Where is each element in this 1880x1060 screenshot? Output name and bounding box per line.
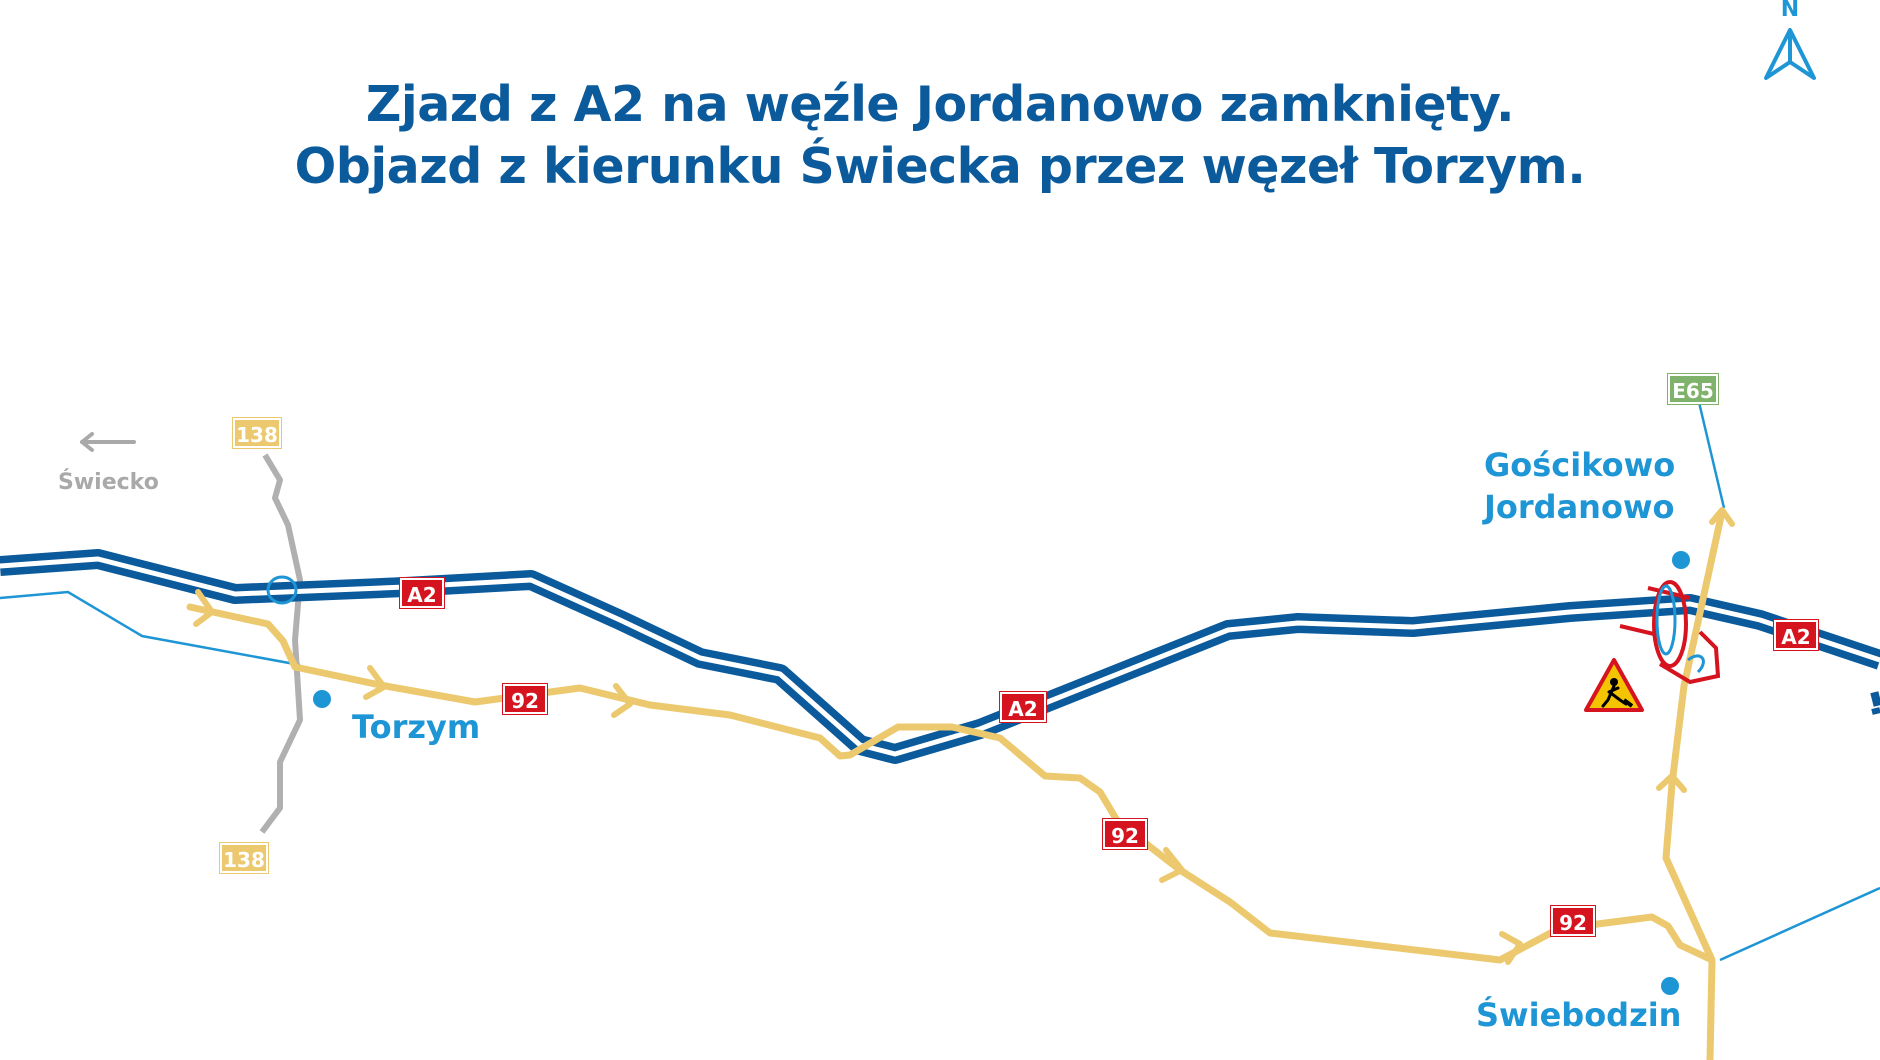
place-label-swiecko: Świecko [58, 470, 159, 495]
local-road-e65 [1696, 397, 1726, 509]
torzym-junction [266, 575, 298, 605]
arrow-left-icon [80, 432, 136, 452]
motorway-a2 [0, 549, 1880, 764]
road-badge-e65: E65 [1667, 373, 1719, 405]
road-badge-a2: A2 [999, 691, 1047, 723]
road-badge-92: 92 [502, 683, 548, 715]
closed-junction-jordanowo [1619, 580, 1721, 685]
local-road-east [1719, 886, 1880, 962]
north-label: N [1781, 0, 1799, 22]
road-badge-a2: A2 [399, 577, 445, 609]
swiebodzin-dot [1661, 977, 1679, 995]
place-label-torzym: Torzym [352, 708, 481, 746]
page-subtitle: Objazd z kierunku Świecka przez węzeł To… [294, 138, 1586, 195]
place-label-goscikowo: Gościkowo [1484, 446, 1676, 484]
goscikowo-dot [1672, 551, 1690, 569]
torzym-dot [313, 690, 331, 708]
road-badge-92: 92 [1102, 818, 1148, 850]
roadworks-warning-icon [1584, 658, 1644, 712]
north-arrow-icon [1764, 28, 1816, 80]
road-badge-92: 92 [1550, 905, 1596, 937]
page-title: Zjazd z A2 na węźle Jordanowo zamknięty. [365, 76, 1515, 133]
road-badge-138: 138 [232, 417, 282, 449]
local-road-west [0, 590, 301, 667]
road-badge-a2: A2 [1773, 619, 1819, 651]
place-label-jordanowo: Jordanowo [1484, 488, 1675, 526]
place-label-swiebodzin: Świebodzin [1476, 996, 1682, 1034]
detour-direction-chevrons [193, 507, 1735, 965]
road-138 [259, 453, 303, 834]
road-badge-138: 138 [219, 842, 269, 874]
